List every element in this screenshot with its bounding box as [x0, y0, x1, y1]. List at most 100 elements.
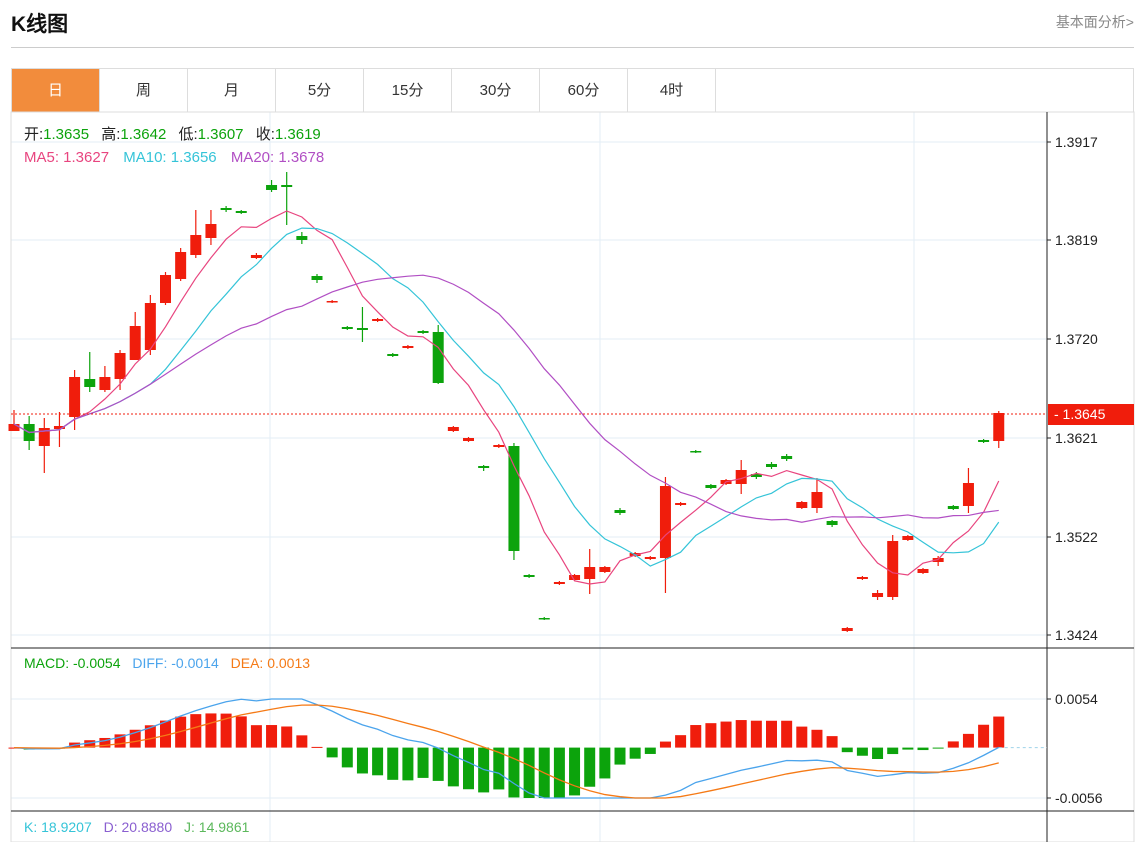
dea-line [13, 704, 999, 799]
macd-bar [917, 747, 929, 751]
candle-body [735, 470, 747, 484]
macd-bar [205, 713, 217, 748]
tab-day[interactable]: 日 [12, 69, 100, 112]
tab-60min[interactable]: 60分 [540, 69, 628, 112]
macd-bar [675, 735, 687, 748]
candle-body [841, 628, 853, 631]
divider [11, 47, 1134, 48]
candle [296, 232, 308, 244]
macd-bar [266, 725, 278, 748]
macd-bar [690, 725, 702, 748]
candle [493, 444, 505, 448]
macd-bar [962, 733, 974, 748]
candle [978, 439, 990, 443]
candle-body [826, 521, 838, 525]
candle-body [53, 426, 65, 429]
open-value: 1.3635 [43, 126, 89, 143]
macd-bar [750, 720, 762, 748]
ma-legend: MA5: 1.3627 MA10: 1.3656 MA20: 1.3678 [24, 149, 324, 166]
candle-body [569, 575, 581, 580]
candle-body [478, 466, 490, 468]
fundamental-analysis-link[interactable]: 基本面分析> [1055, 14, 1134, 30]
macd-bar [766, 720, 777, 748]
macd-bar [932, 747, 944, 749]
candle [584, 549, 596, 594]
candle [84, 352, 96, 392]
candle [917, 568, 929, 574]
candle [856, 576, 868, 580]
period-tabs: 日 周 月 5分 15分 30分 60分 4时 [11, 68, 1134, 112]
macd-value: MACD: -0.0054 [24, 655, 121, 671]
candle-body [493, 445, 505, 447]
candle-body [160, 275, 171, 303]
candle [190, 210, 202, 258]
macd-bar [160, 720, 171, 748]
candle-body [84, 379, 96, 387]
ma10-line [13, 227, 1000, 567]
high-label: 高: [101, 126, 120, 143]
tab-5min[interactable]: 5分 [276, 69, 364, 112]
candle-body [250, 255, 262, 258]
price-tick-label: 1.3917 [1055, 134, 1098, 150]
candle-body [417, 331, 429, 333]
macd-bar [311, 746, 323, 748]
tab-30min[interactable]: 30分 [452, 69, 540, 112]
candle-body [781, 456, 793, 459]
candle [872, 590, 884, 600]
macd-bar [235, 716, 247, 748]
tab-month[interactable]: 月 [188, 69, 276, 112]
macd-bar [326, 747, 338, 758]
candle-body [463, 438, 474, 441]
candle-body [387, 354, 399, 356]
ma20-legend: MA20: 1.3678 [231, 149, 324, 166]
tab-week[interactable]: 周 [100, 69, 188, 112]
macd-bar [387, 747, 399, 780]
macd-bar [447, 747, 459, 787]
tab-4hour[interactable]: 4时 [628, 69, 716, 112]
kdj-legend: K: 18.9207 D: 20.8880 J: 14.9861 [24, 819, 250, 835]
candle-body [341, 327, 353, 329]
candle [675, 502, 687, 506]
candle-body [599, 567, 611, 572]
candle [402, 345, 414, 349]
current-price-badge [1048, 404, 1134, 425]
candle [811, 478, 823, 513]
macd-bar [902, 747, 914, 750]
page-title: K线图 [11, 13, 69, 36]
candle [766, 462, 777, 469]
candle [735, 460, 747, 494]
price-tick-label: 1.3522 [1055, 529, 1098, 545]
close-value: 1.3619 [275, 126, 321, 143]
macd-bar [705, 723, 717, 748]
close-label: 收: [256, 126, 275, 143]
candle-body [402, 346, 414, 348]
candle-body [205, 224, 217, 238]
candle [690, 450, 702, 453]
candle [887, 535, 899, 600]
candle-body [235, 211, 247, 213]
candle-body [750, 474, 762, 477]
candle [993, 411, 1005, 448]
tab-15min[interactable]: 15分 [364, 69, 452, 112]
macd-bar [84, 740, 96, 748]
macd-bar [629, 747, 641, 759]
candle-body [523, 575, 535, 577]
candle [99, 366, 111, 392]
candle-body [220, 208, 232, 210]
candle-body [887, 541, 899, 597]
candle-body [311, 276, 323, 280]
candle [796, 501, 808, 509]
candle [553, 581, 565, 585]
candle [463, 437, 474, 442]
ma20-line [13, 274, 999, 523]
candle-body [962, 483, 974, 506]
candle-body [432, 332, 444, 383]
macd-bar [250, 725, 262, 748]
candle [372, 318, 384, 322]
candle [356, 307, 368, 342]
macd-tick-label: 0.0054 [1055, 691, 1098, 707]
d-value: D: 20.8880 [104, 819, 173, 835]
candle [432, 325, 444, 384]
candle-body [614, 510, 626, 513]
